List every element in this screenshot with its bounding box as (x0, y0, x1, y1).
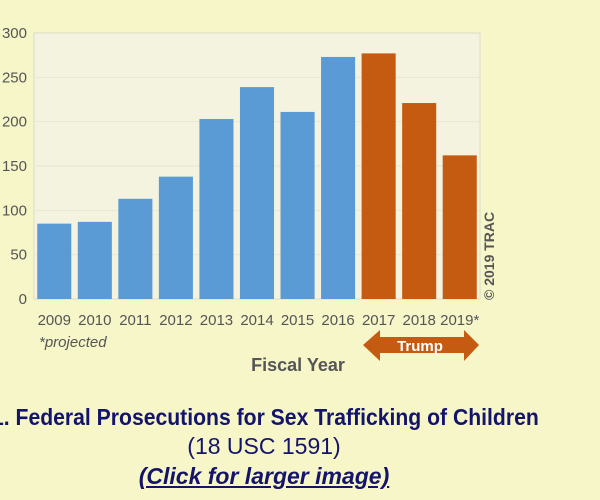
y-tick-label: 150 (2, 158, 27, 175)
x-tick-label: 2010 (78, 312, 111, 329)
x-tick-label: 2014 (240, 312, 273, 329)
bar-2014 (239, 87, 275, 299)
x-tick-label: 2015 (281, 312, 314, 329)
y-tick-label: 50 (10, 247, 27, 264)
x-tick-label: 2009 (38, 312, 71, 329)
x-axis-label: Fiscal Year (251, 355, 345, 375)
x-tick-label: 2017 (362, 312, 395, 329)
larger-image-link[interactable]: (Click for larger image) (138, 463, 390, 489)
x-tick-label: 2011 (119, 312, 151, 329)
y-tick-label: 200 (2, 114, 27, 131)
chart-title: 1. Federal Prosecutions for Sex Traffick… (0, 404, 539, 430)
bar-chart: 0 50 100 150 200 250 300 2009 2010 2011 2012 2013 2… (2, 25, 497, 375)
x-tick-label: 2019* (440, 312, 479, 329)
bar-2009 (37, 223, 72, 299)
footnote-projected: *projected (39, 334, 107, 351)
y-tick-label: 250 (2, 69, 27, 86)
bar-2011 (118, 198, 153, 299)
chart-subtitle: (18 USC 1591) (187, 433, 341, 459)
bar-2017 (361, 53, 396, 299)
bar-2012 (158, 176, 193, 299)
bar-2019 (442, 155, 477, 299)
y-tick-label: 100 (2, 202, 27, 219)
y-tick-label: 300 (2, 25, 27, 42)
copyright-label: © 2019 TRAC (481, 212, 497, 300)
bar-2016 (321, 56, 356, 299)
bar-2018 (402, 103, 437, 300)
bar-2015 (280, 111, 315, 299)
x-tick-label: 2018 (402, 312, 435, 329)
trump-period-label: Trump (397, 338, 443, 355)
x-tick-label: 2013 (200, 312, 233, 329)
bar-2013 (199, 119, 234, 299)
bar-2010 (77, 221, 112, 299)
x-tick-label: 2012 (159, 312, 192, 329)
x-tick-label: 2016 (321, 312, 354, 329)
y-tick-label: 0 (19, 291, 27, 308)
trump-period-arrow (363, 330, 479, 361)
